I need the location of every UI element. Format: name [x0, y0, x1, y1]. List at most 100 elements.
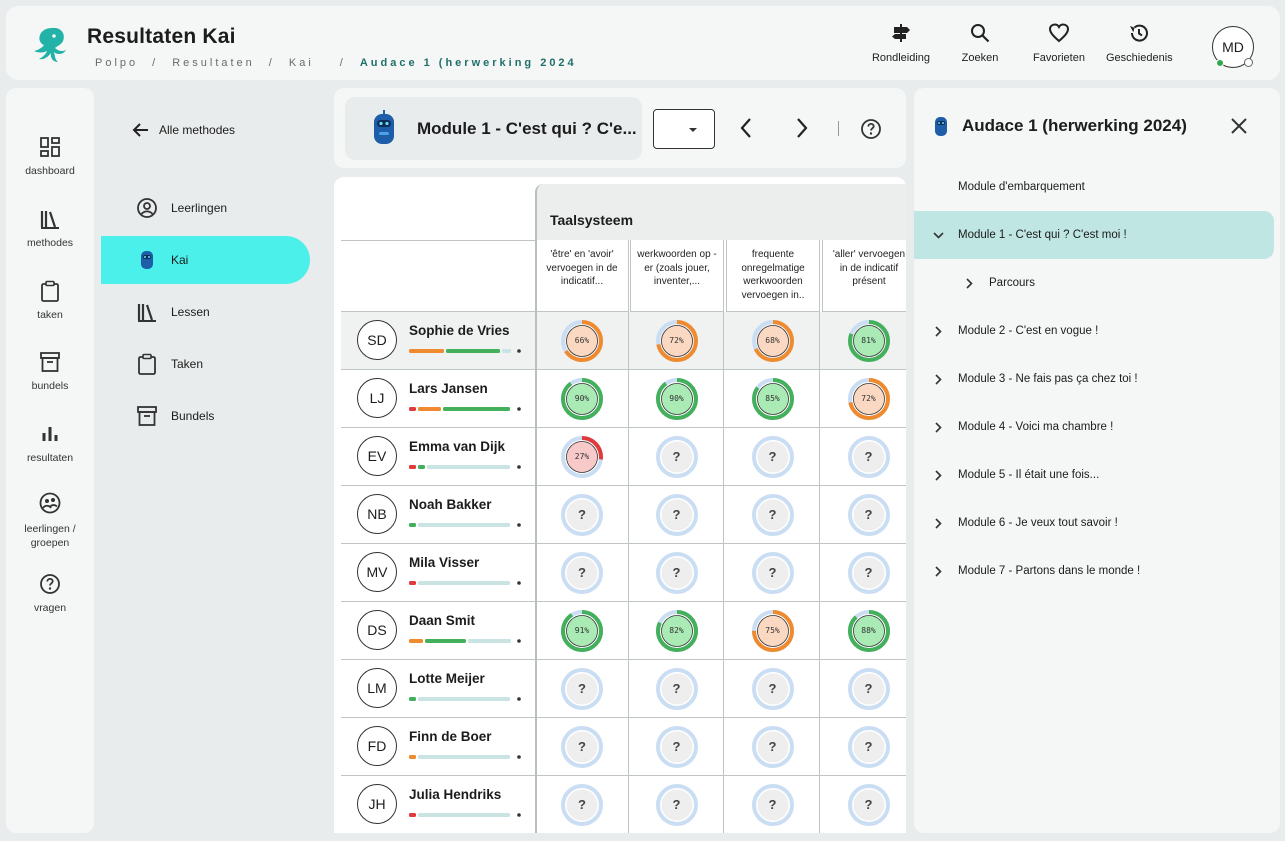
score-cell[interactable]: 91%: [535, 602, 629, 659]
score-cell[interactable]: ?: [726, 776, 820, 833]
score-cell[interactable]: ?: [822, 718, 906, 775]
score-cell[interactable]: ?: [726, 428, 820, 485]
student-avatar[interactable]: EV: [357, 436, 397, 476]
student-name[interactable]: Lars Jansen: [409, 381, 488, 396]
student-avatar[interactable]: FD: [357, 726, 397, 766]
score-cell[interactable]: ?: [822, 776, 906, 833]
score-cell[interactable]: ?: [822, 486, 906, 543]
module-item[interactable]: Module d'embarquement: [914, 163, 1274, 211]
student-avatar[interactable]: NB: [357, 494, 397, 534]
rail-item-vragen[interactable]: vragen: [6, 573, 94, 614]
student-name[interactable]: Emma van Dijk: [409, 439, 506, 454]
score-cell[interactable]: 85%: [726, 370, 820, 427]
breadcrumb-item[interactable]: Polpo: [95, 57, 139, 69]
score-cell[interactable]: ?: [630, 486, 724, 543]
student-avatar[interactable]: MV: [357, 552, 397, 592]
period-select[interactable]: [653, 109, 715, 149]
module-item[interactable]: Module 5 - Il était une fois...: [914, 451, 1274, 499]
breadcrumb-item[interactable]: Kai: [288, 57, 314, 69]
score-cell[interactable]: ?: [535, 660, 629, 717]
rail-item-methodes[interactable]: methodes: [6, 208, 94, 249]
user-avatar[interactable]: MD: [1212, 26, 1254, 68]
score-cell[interactable]: ?: [822, 428, 906, 485]
back-to-methods-button[interactable]: Alle methodes: [131, 122, 235, 138]
score-cell[interactable]: ?: [630, 544, 724, 601]
tour-button[interactable]: Rondleiding: [871, 22, 931, 64]
student-name[interactable]: Mila Visser: [409, 555, 480, 570]
rail-item-taken[interactable]: taken: [6, 280, 94, 321]
nav-item-lessen[interactable]: Lessen: [101, 288, 310, 336]
student-avatar[interactable]: SD: [357, 320, 397, 360]
score-cell[interactable]: 75%: [726, 602, 820, 659]
history-button[interactable]: Geschiedenis: [1106, 22, 1173, 64]
score-cell[interactable]: ?: [726, 486, 820, 543]
score-cell[interactable]: ?: [726, 660, 820, 717]
student-avatar[interactable]: JH: [357, 784, 397, 824]
chevron-right-icon[interactable]: [932, 421, 944, 433]
skill-column-header[interactable]: 'être' en 'avoir' vervoegen in de indica…: [535, 240, 629, 312]
score-cell[interactable]: ?: [630, 428, 724, 485]
module-subitem[interactable]: Parcours: [914, 259, 1274, 307]
score-cell[interactable]: 90%: [535, 370, 629, 427]
module-item[interactable]: Module 4 - Voici ma chambre !: [914, 403, 1274, 451]
score-cell[interactable]: 82%: [630, 602, 724, 659]
chevron-down-icon[interactable]: [932, 230, 944, 241]
score-cell[interactable]: 68%: [726, 312, 820, 369]
nav-item-leerlingen[interactable]: Leerlingen: [101, 184, 310, 232]
student-avatar[interactable]: DS: [357, 610, 397, 650]
chevron-right-icon[interactable]: [932, 517, 944, 529]
score-cell[interactable]: 66%: [535, 312, 629, 369]
module-item[interactable]: Module 7 - Partons dans le monde !: [914, 547, 1274, 595]
score-cell[interactable]: ?: [630, 718, 724, 775]
chevron-right-icon[interactable]: [963, 277, 975, 289]
search-button[interactable]: Zoeken: [955, 22, 1005, 64]
module-item[interactable]: Module 1 - C'est qui ? C'est moi !: [914, 211, 1274, 259]
rail-item-leerlingen-groepen[interactable]: leerlingen / groepen: [6, 491, 94, 550]
score-cell[interactable]: 72%: [822, 370, 906, 427]
close-icon[interactable]: [1230, 117, 1248, 135]
help-icon[interactable]: [860, 118, 882, 140]
student-avatar[interactable]: LM: [357, 668, 397, 708]
nav-item-bundels[interactable]: Bundels: [101, 392, 310, 440]
module-item[interactable]: Module 2 - C'est en vogue !: [914, 307, 1274, 355]
module-selector[interactable]: Module 1 - C'est qui ? C'e...: [345, 97, 642, 160]
nav-item-kai[interactable]: Kai: [101, 236, 310, 284]
student-name[interactable]: Finn de Boer: [409, 729, 492, 744]
score-cell[interactable]: ?: [726, 544, 820, 601]
rail-item-dashboard[interactable]: dashboard: [6, 136, 94, 177]
chevron-right-icon[interactable]: [932, 325, 944, 337]
score-cell[interactable]: ?: [535, 544, 629, 601]
score-cell[interactable]: 90%: [630, 370, 724, 427]
student-name[interactable]: Daan Smit: [409, 613, 476, 628]
student-avatar[interactable]: LJ: [357, 378, 397, 418]
score-cell[interactable]: ?: [726, 718, 820, 775]
chevron-right-icon[interactable]: [932, 565, 944, 577]
score-cell[interactable]: ?: [630, 776, 724, 833]
student-name[interactable]: Sophie de Vries: [409, 323, 510, 338]
skill-column-header[interactable]: werkwoorden op -er (zoals jouer, invente…: [630, 240, 724, 312]
score-cell[interactable]: ?: [822, 660, 906, 717]
score-cell[interactable]: 72%: [630, 312, 724, 369]
score-cell[interactable]: ?: [822, 544, 906, 601]
score-cell[interactable]: ?: [535, 486, 629, 543]
student-name[interactable]: Lotte Meijer: [409, 671, 485, 686]
score-cell[interactable]: ?: [535, 776, 629, 833]
next-module-button[interactable]: [795, 117, 809, 139]
score-cell[interactable]: ?: [535, 718, 629, 775]
favorites-button[interactable]: Favorieten: [1029, 22, 1089, 64]
rail-item-resultaten[interactable]: resultaten: [6, 423, 94, 464]
chevron-right-icon[interactable]: [932, 469, 944, 481]
octopus-logo-icon[interactable]: [28, 24, 72, 64]
score-cell[interactable]: ?: [630, 660, 724, 717]
rail-item-bundels[interactable]: bundels: [6, 351, 94, 392]
previous-module-button[interactable]: [739, 117, 753, 139]
score-cell[interactable]: 88%: [822, 602, 906, 659]
module-item[interactable]: Module 6 - Je veux tout savoir !: [914, 499, 1274, 547]
module-item[interactable]: Module 3 - Ne fais pas ça chez toi !: [914, 355, 1274, 403]
chevron-right-icon[interactable]: [932, 373, 944, 385]
student-name[interactable]: Noah Bakker: [409, 497, 492, 512]
score-cell[interactable]: 81%: [822, 312, 906, 369]
skill-column-header[interactable]: 'aller' vervoegen in de indicatif présen…: [822, 240, 906, 312]
breadcrumb-item[interactable]: Resultaten: [172, 57, 255, 69]
skill-column-header[interactable]: frequente onregelmatige werkwoorden verv…: [726, 240, 820, 312]
